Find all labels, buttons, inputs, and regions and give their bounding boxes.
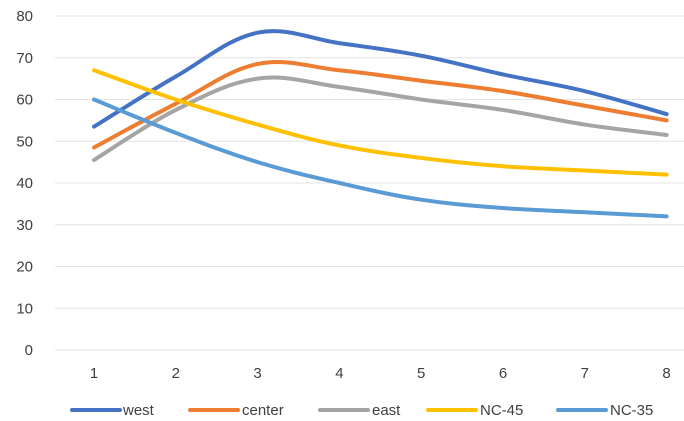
x-tick-label: 5 (417, 365, 425, 382)
series-line-east (92, 75, 669, 163)
x-tick-label: 7 (581, 365, 589, 382)
y-tick-label: 0 (25, 342, 33, 359)
x-axis-tick-labels: 1 2 3 4 5 6 7 8 (90, 365, 671, 382)
legend-label: east (372, 402, 401, 419)
x-tick-label: 3 (253, 365, 261, 382)
gridlines (55, 15, 684, 351)
series-line-nc-35 (92, 97, 669, 219)
x-tick-label: 1 (90, 365, 98, 382)
y-tick-label: 40 (16, 175, 33, 192)
y-tick-label: 60 (16, 92, 33, 109)
y-tick-label: 10 (16, 300, 33, 317)
x-tick-label: 6 (499, 365, 507, 382)
y-tick-label: 70 (16, 50, 33, 67)
x-tick-label: 4 (335, 365, 343, 382)
y-tick-label: 30 (16, 217, 33, 234)
y-tick-label: 80 (16, 8, 33, 25)
legend-label: center (242, 402, 284, 419)
series-line-center (92, 60, 669, 150)
y-tick-label: 20 (16, 259, 33, 276)
legend-label: west (122, 402, 155, 419)
y-axis-tick-labels: 0 10 20 30 40 50 60 70 80 (16, 8, 33, 359)
series-line-nc-45 (92, 68, 669, 177)
legend: west center east NC-45 NC-35 (70, 402, 653, 419)
series-line-west (92, 29, 669, 129)
series-lines (92, 29, 669, 219)
x-tick-label: 2 (172, 365, 180, 382)
x-tick-label: 8 (662, 365, 670, 382)
legend-label: NC-45 (480, 402, 523, 419)
legend-label: NC-35 (610, 402, 653, 419)
y-tick-label: 50 (16, 133, 33, 150)
